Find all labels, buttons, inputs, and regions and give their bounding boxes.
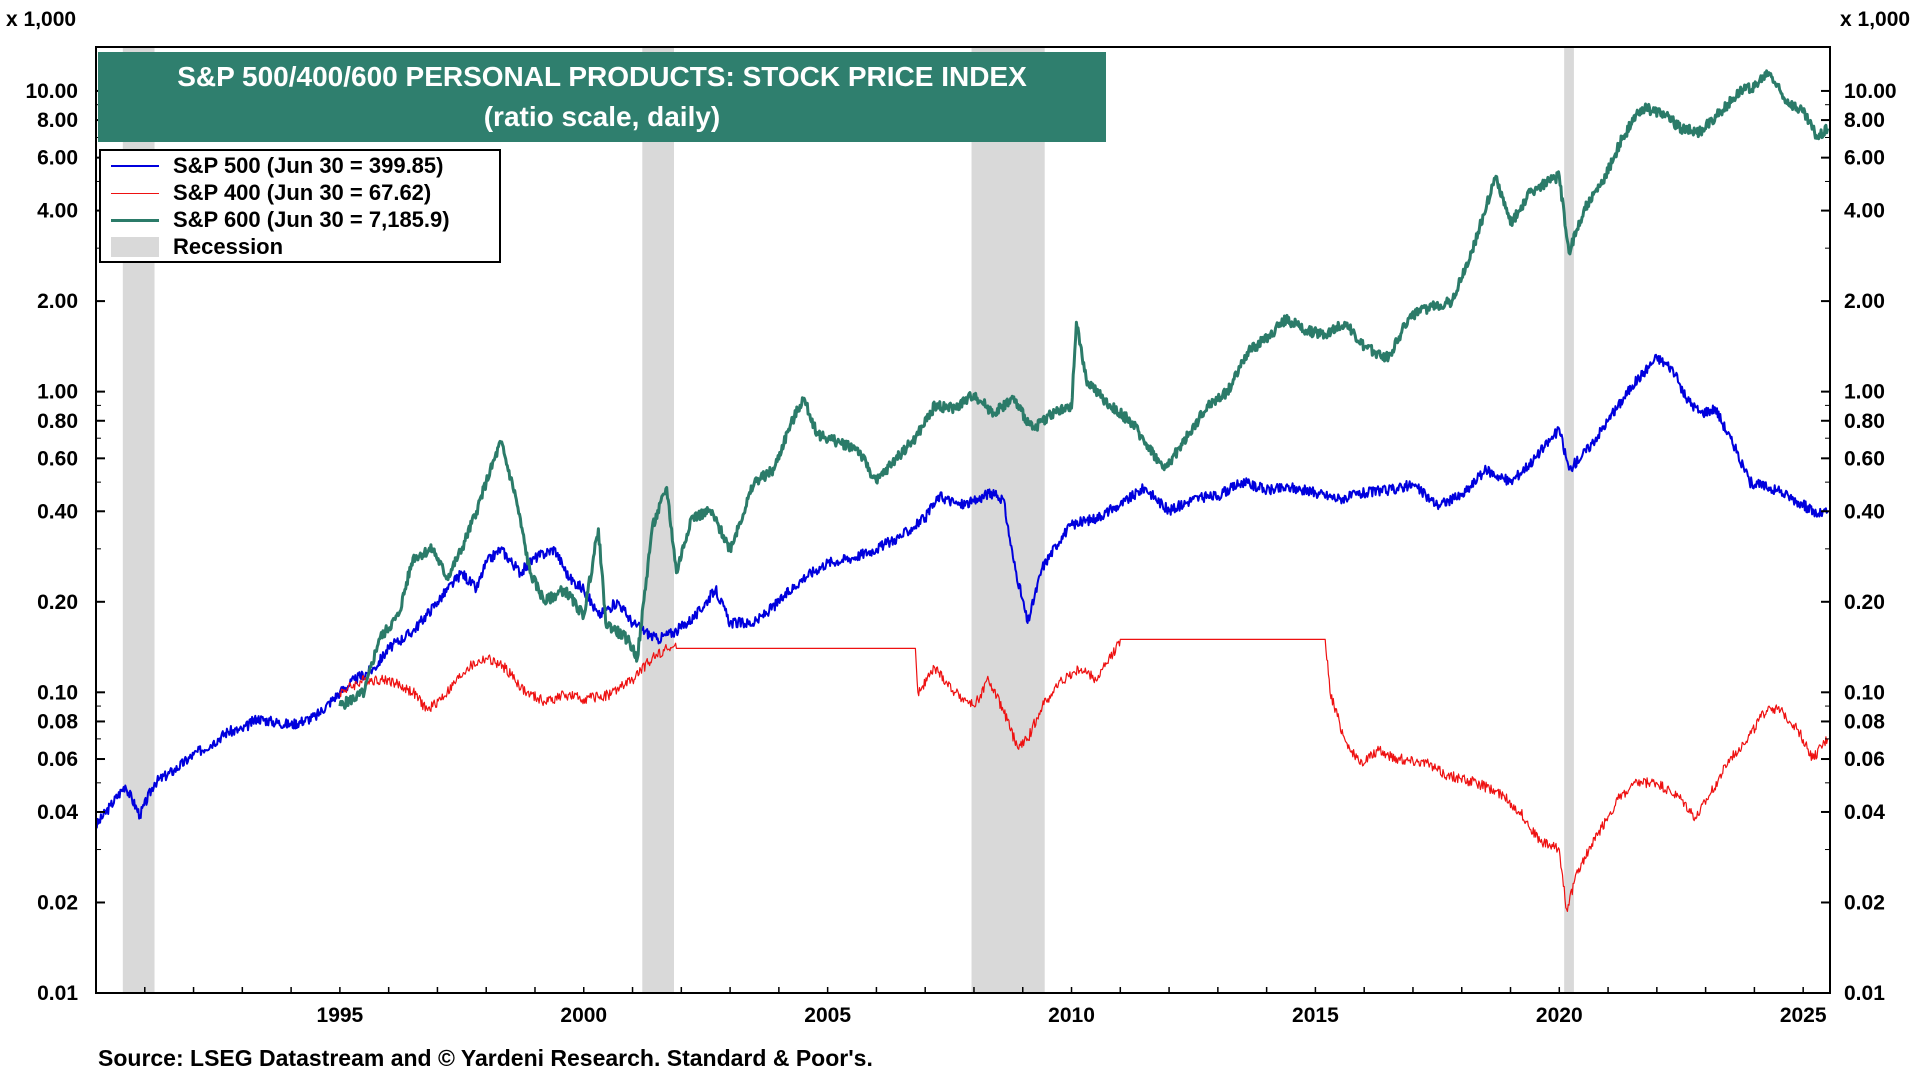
y-tick-label-left-14: 0.02 [37, 891, 78, 914]
chart-subtitle: (ratio scale, daily) [483, 101, 721, 132]
y-tick-label-left-2: 6.00 [37, 147, 78, 170]
legend-label-recession: Recession [173, 234, 284, 259]
legend-label-sp400: S&P 400 (Jun 30 = 67.62) [173, 180, 432, 205]
legend-swatch-sp500 [111, 165, 159, 167]
y-tick-label-right-7: 0.60 [1844, 447, 1885, 470]
y-tick-label-left-15: 0.01 [37, 982, 78, 1005]
y-tick-label-right-5: 1.00 [1844, 381, 1885, 404]
y-tick-label-left-9: 0.20 [37, 591, 78, 614]
legend-item-recession: Recession [111, 234, 283, 260]
y-tick-label-left-10: 0.10 [37, 681, 78, 704]
source-note: Source: LSEG Datastream and © Yardeni Re… [98, 1045, 873, 1071]
y-tick-label-left-8: 0.40 [37, 500, 78, 523]
y-tick-label-left-7: 0.60 [37, 447, 78, 470]
y-tick-label-right-6: 0.80 [1844, 410, 1885, 433]
y-tick-label-right-13: 0.04 [1844, 801, 1885, 824]
series-line-1 [339, 638, 1829, 912]
recession-band-2 [971, 47, 1045, 993]
x-tick-label-0: 1995 [317, 1004, 364, 1027]
legend-item-sp400: S&P 400 (Jun 30 = 67.62) [111, 180, 431, 206]
y-tick-label-left-12: 0.06 [37, 748, 78, 771]
y-tick-label-left-5: 1.00 [37, 381, 78, 404]
y-tick-label-right-12: 0.06 [1844, 748, 1885, 771]
y-tick-label-left-13: 0.04 [37, 801, 78, 824]
y-tick-label-right-3: 4.00 [1844, 200, 1885, 223]
legend-swatch-sp600 [111, 218, 159, 222]
y-tick-label-right-11: 0.08 [1844, 710, 1885, 733]
y-tick-label-left-1: 8.00 [37, 109, 78, 132]
legend-swatch-recession [111, 237, 159, 257]
x-tick-label-5: 2020 [1536, 1004, 1583, 1027]
legend: S&P 500 (Jun 30 = 399.85) S&P 400 (Jun 3… [99, 149, 501, 263]
legend-item-sp600: S&P 600 (Jun 30 = 7,185.9) [111, 207, 450, 233]
y-tick-label-left-0: 10.00 [25, 80, 78, 103]
y-tick-label-right-4: 2.00 [1844, 290, 1885, 313]
plot-frame [95, 46, 1831, 994]
y-tick-label-left-6: 0.80 [37, 410, 78, 433]
y-tick-label-right-2: 6.00 [1844, 147, 1885, 170]
legend-item-sp500: S&P 500 (Jun 30 = 399.85) [111, 153, 443, 179]
x-tick-label-3: 2010 [1048, 1004, 1095, 1027]
series-line-0 [95, 353, 1829, 829]
series-line-2 [338, 69, 1830, 710]
y-tick-label-left-11: 0.08 [37, 710, 78, 733]
y-tick-label-right-8: 0.40 [1844, 500, 1885, 523]
legend-label-sp600: S&P 600 (Jun 30 = 7,185.9) [173, 207, 450, 232]
chart-title: S&P 500/400/600 PERSONAL PRODUCTS: STOCK… [177, 61, 1027, 92]
x-tick-label-4: 2015 [1292, 1004, 1339, 1027]
y-tick-label-right-14: 0.02 [1844, 891, 1885, 914]
y-tick-label-right-0: 10.00 [1844, 80, 1897, 103]
y-tick-label-left-3: 4.00 [37, 200, 78, 223]
y-multiplier-left: x 1,000 [6, 8, 77, 31]
y-tick-label-right-15: 0.01 [1844, 982, 1885, 1005]
recession-band-3 [1564, 47, 1574, 993]
x-tick-label-2: 2005 [804, 1004, 851, 1027]
y-tick-label-right-9: 0.20 [1844, 591, 1885, 614]
legend-label-sp500: S&P 500 (Jun 30 = 399.85) [173, 153, 444, 178]
x-tick-label-6: 2025 [1780, 1004, 1827, 1027]
legend-swatch-sp400 [111, 192, 159, 194]
x-tick-label-1: 2000 [560, 1004, 607, 1027]
chart-title-box: S&P 500/400/600 PERSONAL PRODUCTS: STOCK… [98, 52, 1106, 142]
y-tick-label-left-4: 2.00 [37, 290, 78, 313]
y-tick-label-right-10: 0.10 [1844, 681, 1885, 704]
y-multiplier-right: x 1,000 [1840, 8, 1911, 31]
y-tick-label-right-1: 8.00 [1844, 109, 1885, 132]
